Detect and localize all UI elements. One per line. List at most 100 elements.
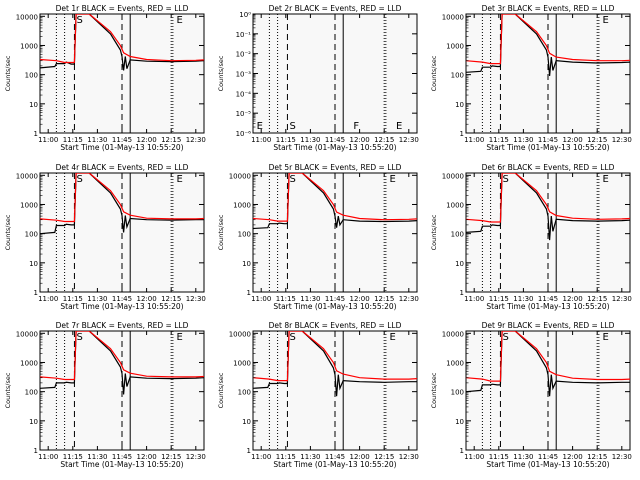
x-tick-label: 11:15 <box>489 453 509 461</box>
x-tick-label: 12:15 <box>374 453 394 461</box>
y-tick-label: 10000 <box>442 330 464 338</box>
x-tick-label: 11:15 <box>489 295 509 303</box>
y-tick-label: 1 <box>460 447 464 455</box>
x-tick-label: 12:00 <box>350 453 370 461</box>
x-axis-label: Start Time (01-May-13 10:55:20) <box>273 143 396 152</box>
series-events <box>40 173 204 235</box>
series-lld <box>253 331 417 382</box>
x-axis-label: Start Time (01-May-13 10:55:20) <box>486 460 609 469</box>
plot-area <box>39 172 205 293</box>
y-tick-label: 10 <box>242 418 251 426</box>
x-tick-label: 12:30 <box>399 136 419 144</box>
y-tick-label: 1000 <box>233 359 251 367</box>
y-tick-label: 10 <box>29 101 38 109</box>
panel-title: Det 8r BLACK = Events, RED = LLD <box>269 321 402 330</box>
y-tick-label: 10 <box>455 101 464 109</box>
x-tick-label: 11:45 <box>325 295 345 303</box>
panel-det-2: Det 2r BLACK = Events, RED = LLD E S F E 11:0… <box>217 4 419 152</box>
x-tick-label: 11:45 <box>538 136 558 144</box>
y-tick-label: 1 <box>34 447 38 455</box>
x-axis-label: Start Time (01-May-13 10:55:20) <box>486 302 609 311</box>
x-tick-label: 11:30 <box>513 295 533 303</box>
x-axis-label: Start Time (01-May-13 10:55:20) <box>273 460 396 469</box>
x-tick-label: 11:15 <box>63 453 83 461</box>
marker-s: S <box>289 332 295 343</box>
x-tick-label: 12:15 <box>587 136 607 144</box>
x-tick-label: 12:00 <box>137 295 157 303</box>
y-tick-label: 1 <box>460 289 464 297</box>
series-events <box>40 331 204 395</box>
x-tick-label: 11:45 <box>325 453 345 461</box>
y-tick-label: 1000 <box>20 359 38 367</box>
x-tick-label: 11:30 <box>300 295 320 303</box>
y-axis-label: Counts/sec <box>217 55 225 91</box>
y-axis-label: Counts/sec <box>4 214 12 250</box>
series-events <box>466 331 630 397</box>
marker-e: E <box>176 332 182 343</box>
x-tick-label: 11:00 <box>464 453 484 461</box>
y-axis-label: Counts/sec <box>430 55 438 91</box>
x-tick-label: 12:15 <box>161 453 181 461</box>
y-tick-label: 10 <box>242 260 251 268</box>
x-tick-label: 11:45 <box>538 453 558 461</box>
marker-s: S <box>76 15 82 26</box>
x-tick-label: 12:30 <box>612 453 632 461</box>
marker-s: S <box>502 332 508 343</box>
x-tick-label: 12:00 <box>563 295 583 303</box>
y-axis-label: Counts/sec <box>217 372 225 408</box>
y-tick-label: 10000 <box>442 13 464 21</box>
marker-e: E <box>389 174 395 185</box>
y-tick-label: 10000 <box>16 13 38 21</box>
x-axis-label: Start Time (01-May-13 10:55:20) <box>60 302 183 311</box>
y-tick-label: 1000 <box>446 359 464 367</box>
x-tick-label: 11:00 <box>464 136 484 144</box>
series-lld <box>466 173 630 223</box>
y-tick-label: 1 <box>34 289 38 297</box>
x-tick-label: 12:15 <box>161 295 181 303</box>
x-tick-label: 12:00 <box>350 136 370 144</box>
y-tick-label: 10000 <box>229 330 251 338</box>
x-tick-label: 12:30 <box>399 453 419 461</box>
series-events <box>466 173 630 241</box>
x-tick-label: 11:00 <box>251 453 271 461</box>
y-tick-label: 100 <box>25 231 38 239</box>
panel-title: Det 4r BLACK = Events, RED = LLD <box>56 163 189 172</box>
x-tick-label: 12:00 <box>137 453 157 461</box>
series-lld <box>466 331 630 382</box>
series-lld <box>253 173 417 222</box>
y-axis-label: Counts/sec <box>4 55 12 91</box>
x-tick-label: 11:45 <box>112 453 132 461</box>
x-tick-label: 12:30 <box>612 136 632 144</box>
y-tick-label: 1 <box>247 447 251 455</box>
y-tick-label: 10⁻³ <box>236 71 252 79</box>
y-tick-label: 10⁻⁶ <box>236 130 252 138</box>
y-tick-label: 100 <box>25 389 38 397</box>
x-tick-label: 12:00 <box>563 453 583 461</box>
x-tick-label: 11:30 <box>513 136 533 144</box>
panel-title: Det 6r BLACK = Events, RED = LLD <box>482 163 615 172</box>
y-tick-label: 10⁻¹ <box>236 31 252 39</box>
x-tick-label: 12:00 <box>563 136 583 144</box>
y-tick-label: 100 <box>238 389 251 397</box>
x-tick-label: 11:45 <box>112 295 132 303</box>
x-axis-label: Start Time (01-May-13 10:55:20) <box>273 302 396 311</box>
x-tick-label: 11:30 <box>300 136 320 144</box>
x-tick-label: 11:15 <box>276 136 296 144</box>
x-tick-label: 11:15 <box>489 136 509 144</box>
x-tick-label: 12:30 <box>186 136 206 144</box>
x-axis-label: Start Time (01-May-13 10:55:20) <box>60 460 183 469</box>
plot-area <box>252 172 418 293</box>
x-axis-label: Start Time (01-May-13 10:55:20) <box>486 143 609 152</box>
marker-f: F <box>353 121 359 132</box>
plot-area <box>39 13 205 134</box>
y-tick-label: 100 <box>25 72 38 80</box>
marker-e: E <box>602 15 608 26</box>
